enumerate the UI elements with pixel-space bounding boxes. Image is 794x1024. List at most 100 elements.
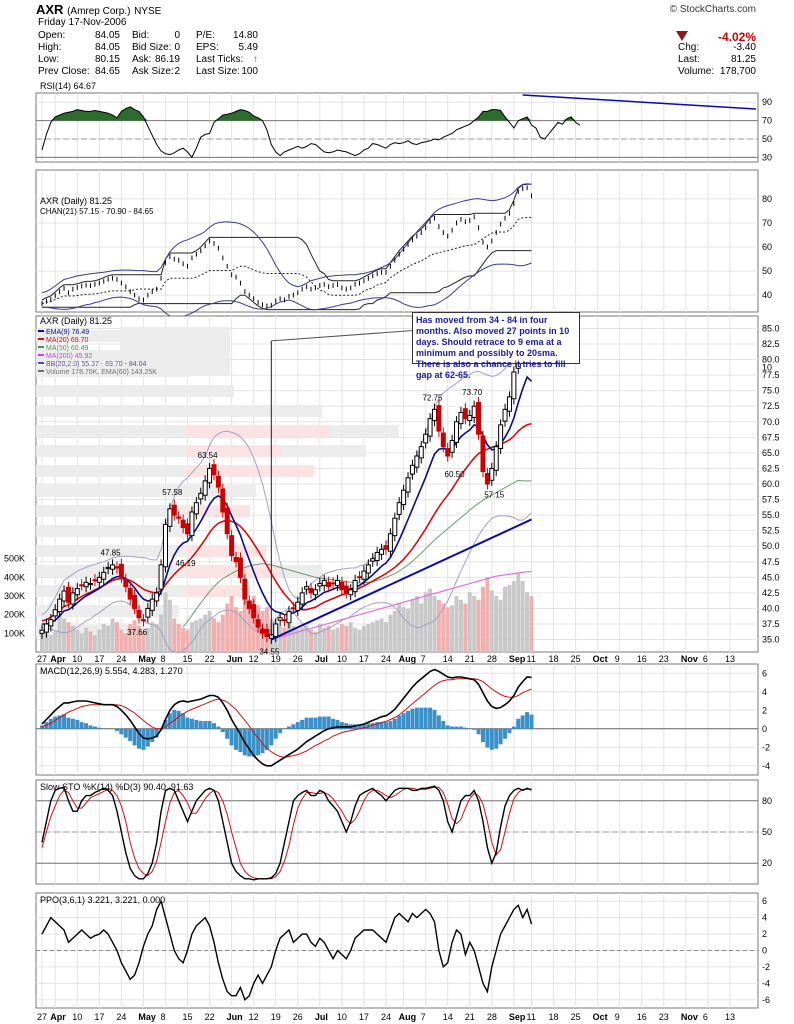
volume-bar: [172, 618, 177, 652]
sto-panel-tick-label: 50: [762, 827, 772, 837]
candle-body: [414, 455, 420, 468]
ppo-panel-tick-label: 0: [762, 946, 767, 956]
rsi-panel-tick-label: 30: [762, 152, 772, 162]
volume-bar: [48, 635, 53, 652]
volume-bar: [220, 614, 225, 652]
candle-body: [110, 564, 116, 570]
quote-label: Volume:: [678, 66, 715, 77]
macd-histogram-bar: [234, 728, 239, 750]
macd-histogram-bar: [119, 728, 124, 735]
volume-bar: [379, 618, 384, 652]
volume-bar: [75, 629, 80, 652]
macd-histogram-bar: [525, 712, 530, 729]
price-label: 60.50: [445, 470, 466, 479]
candle-body: [370, 558, 376, 562]
candle-body: [511, 371, 517, 400]
volume-bar: [119, 629, 124, 652]
macd-title: MACD(12,26,9) 5.554, 4.283, 1.270: [40, 666, 183, 676]
x-axis-label: 15: [183, 654, 193, 664]
candle-body: [392, 517, 398, 537]
volume-by-price-bar: [186, 465, 314, 477]
sto-k-line: [41, 785, 532, 881]
macd-histogram-bar: [251, 728, 256, 757]
candle-body: [123, 578, 129, 588]
candle-body: [61, 590, 67, 602]
candle-body: [480, 435, 486, 473]
volume-bar: [339, 624, 344, 652]
macd-histogram-bar: [317, 716, 322, 729]
x-axis-label: 25: [571, 654, 581, 664]
candle-body: [476, 401, 482, 435]
macd-panel-tick-label: 0: [762, 724, 767, 734]
candle-body: [334, 579, 340, 586]
price-label: 37.66: [127, 628, 148, 637]
macd-histogram-bar: [189, 718, 194, 729]
macd-histogram-bar: [445, 725, 450, 729]
volume-bar: [516, 573, 521, 652]
candle-body: [198, 492, 204, 500]
company-name: (Amrep Corp.): [67, 6, 131, 17]
macd-signal-line: [41, 678, 532, 758]
symbol: AXR: [36, 2, 64, 17]
volume-bar: [247, 603, 252, 652]
volume-bar: [357, 629, 362, 652]
rsi-trendline: [522, 94, 757, 110]
macd-panel-tick-label: -4: [762, 761, 770, 771]
candle-body: [445, 448, 451, 457]
candle-body: [193, 502, 199, 515]
volume-by-price-bar: [186, 505, 250, 517]
volume-by-price-bar: [186, 585, 250, 597]
macd-histogram-bar: [225, 728, 230, 739]
channel-title: AXR (Daily) 81.25: [40, 196, 112, 206]
macd-histogram-bar: [123, 728, 128, 738]
rsi-line: [41, 106, 581, 159]
candle-body: [114, 566, 120, 569]
x-axis-label: Apr: [50, 1012, 66, 1022]
candle-body: [304, 586, 310, 590]
quote-label: Low:: [38, 54, 60, 65]
x-axis-label: 13: [725, 654, 735, 664]
candle-body: [96, 576, 102, 583]
volume-by-price-bar: [36, 505, 212, 517]
x-axis-label: 22: [205, 654, 215, 664]
x-axis-label: Jul: [315, 1012, 328, 1022]
volume-bar: [291, 625, 296, 652]
macd-histogram-bar: [220, 728, 225, 733]
x-axis-label: 13: [725, 1012, 735, 1022]
candle-body: [405, 477, 411, 493]
volume-bar: [53, 631, 58, 652]
price-panel-tick-label: 52.5: [762, 526, 780, 536]
price-panel-tick-label: 82.5: [762, 339, 780, 349]
macd-histogram-bar: [167, 713, 172, 729]
macd-histogram-bar: [53, 716, 58, 729]
candle-body: [57, 598, 63, 613]
macd-histogram-bar: [128, 728, 133, 741]
brand-logo: © StockCharts.com: [669, 4, 756, 15]
quote-label: Last:: [678, 54, 700, 65]
macd-histogram-bar: [176, 710, 181, 729]
macd-histogram-bar: [132, 728, 137, 746]
legend-shade: [120, 335, 230, 343]
volume-bar: [348, 622, 353, 652]
volume-bar: [97, 629, 102, 652]
x-axis-label: 16: [637, 1012, 647, 1022]
candle-body: [233, 556, 239, 563]
volume-bar: [163, 592, 168, 652]
price-panel-tick-label: 85.0: [762, 323, 780, 333]
volume-bar: [229, 596, 234, 652]
macd-histogram-bar: [229, 728, 234, 746]
x-axis-label: 17: [94, 1012, 104, 1022]
candle-body: [357, 576, 363, 579]
volume-bar: [507, 584, 512, 652]
macd-histogram-bar: [154, 728, 159, 738]
macd-histogram-bar: [397, 715, 402, 729]
volume-bar: [331, 629, 336, 652]
macd-histogram-bar: [256, 728, 261, 756]
candle-body: [264, 629, 270, 637]
quote-label: P/E:: [196, 30, 215, 41]
volume-bar: [251, 596, 256, 652]
legend-entry: EMA(9) 76.49: [46, 329, 89, 336]
macd-histogram-bar: [97, 727, 102, 729]
channel-panel-tick-label: 10: [762, 362, 772, 372]
